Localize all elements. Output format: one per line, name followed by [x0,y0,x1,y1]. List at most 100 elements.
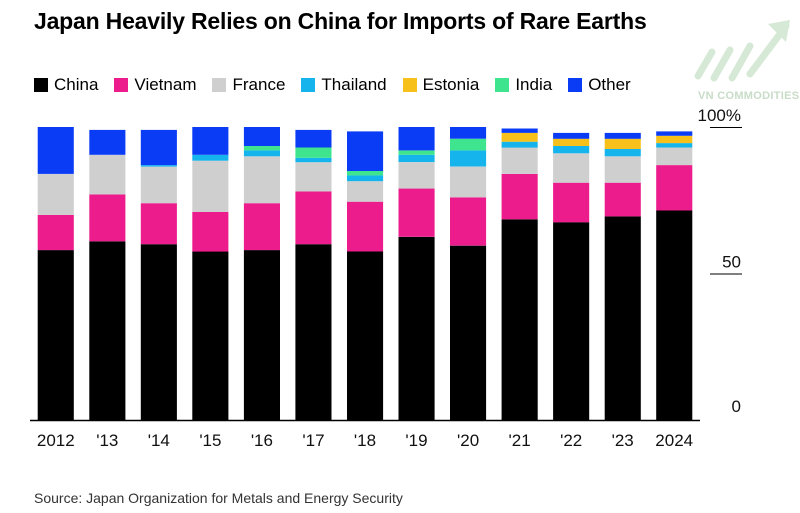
bar-segment-india-6 [347,171,384,176]
bar-segment-france-1 [89,154,126,195]
bar-segment-china-2 [140,244,177,420]
y-tick-label: 0 [732,397,741,416]
bar-segment-france-11 [604,156,641,183]
bar-segment-china-7 [398,236,435,420]
y-tick-label: 50 [722,253,741,272]
bar-segment-vietnam-0 [37,214,74,251]
bar-segment-other-11 [604,132,641,139]
bar-segment-other-4 [243,127,280,146]
bar-segment-other-8 [450,127,487,139]
bar-segment-india-5 [295,147,332,158]
bar-segment-thailand-2 [140,165,177,167]
x-tick-label: 2024 [655,431,693,450]
upward-arrow-logo-icon [694,20,790,82]
bar-segment-france-9 [501,147,538,174]
legend-item-france: France [212,74,285,96]
bar-segment-vietnam-11 [604,182,641,217]
bar-segment-china-5 [295,244,332,420]
bar-segment-china-6 [347,251,384,420]
x-tick-label: '15 [199,431,221,450]
legend-label-vietnam: Vietnam [134,75,197,94]
bar-segment-thailand-10 [553,146,590,154]
legend-swatch-vietnam [114,78,129,92]
bar-segment-thailand-8 [450,150,487,167]
x-tick-label: '17 [302,431,324,450]
legend-item-china: China [34,74,98,96]
bar-segment-estonia-11 [604,138,641,149]
bar-segment-vietnam-12 [656,165,693,211]
bar-segment-china-9 [501,219,538,420]
source-note: Source: Japan Organization for Metals an… [34,490,403,506]
bar-segment-france-12 [656,147,693,166]
bar-segment-france-4 [243,156,280,204]
bar-segment-vietnam-10 [553,182,590,223]
legend-swatch-other [568,78,583,92]
bar-segment-vietnam-2 [140,203,177,245]
bar-segment-india-7 [398,150,435,155]
bar-segment-china-12 [656,210,693,420]
legend-label-thailand: Thailand [321,75,387,94]
chart-legend: China Vietnam France Thailand Estonia In… [34,74,631,96]
legend-item-thailand: Thailand [301,74,387,96]
legend-label-estonia: Estonia [422,75,480,94]
bar-segment-france-10 [553,153,590,183]
legend-item-vietnam: Vietnam [114,74,196,96]
bar-segment-china-3 [192,251,229,420]
x-tick-label: '16 [251,431,273,450]
bar-segment-vietnam-9 [501,173,538,220]
bar-segment-vietnam-8 [450,197,487,246]
bar-segment-other-5 [295,129,332,148]
x-tick-label: '14 [148,431,170,450]
bar-segment-estonia-9 [501,132,538,142]
bar-segment-other-9 [501,128,538,133]
x-tick-label: 2012 [37,431,75,450]
legend-item-india: India [495,74,552,96]
bar-segment-vietnam-5 [295,191,332,245]
legend-swatch-france [212,78,227,92]
y-tick-label: 100% [698,106,741,125]
bar-segment-other-7 [398,127,435,151]
bar-segment-estonia-12 [656,135,693,144]
bar-segment-france-0 [37,173,74,215]
x-tick-label: '20 [457,431,479,450]
bar-segment-other-6 [347,131,384,171]
legend-label-other: Other [588,75,631,94]
legend-label-china: China [54,75,99,94]
legend-label-france: France [232,75,286,94]
bar-segment-china-0 [37,250,74,420]
x-tick-label: '18 [354,431,376,450]
bar-segment-vietnam-3 [192,212,229,252]
legend-label-india: India [515,75,553,94]
legend-swatch-thailand [301,78,316,92]
bar-segment-thailand-3 [192,154,229,161]
bar-segment-other-10 [553,132,590,139]
x-tick-label: '13 [96,431,118,450]
bar-segment-thailand-11 [604,149,641,157]
bar-segment-vietnam-1 [89,194,126,242]
legend-swatch-china [34,78,48,92]
bar-segment-other-2 [140,129,177,166]
bar-segment-france-7 [398,162,435,189]
legend-item-estonia: Estonia [402,74,480,96]
bar-segment-france-2 [140,166,177,204]
bar-segment-china-10 [553,222,590,420]
bar-segment-vietnam-4 [243,203,280,251]
bar-segment-thailand-7 [398,154,435,163]
bar-segment-china-4 [243,250,280,420]
bar-segment-india-8 [450,138,487,151]
bar-segment-estonia-10 [553,138,590,146]
bar-segment-france-3 [192,160,229,212]
bar-segment-thailand-6 [347,175,384,182]
bar-segment-other-1 [89,129,126,155]
bar-segment-china-8 [450,245,487,420]
legend-swatch-india [495,78,510,92]
bar-segment-china-1 [89,241,126,420]
legend-item-other: Other [568,74,631,96]
chart-title: Japan Heavily Relies on China for Import… [34,8,647,34]
x-tick-label: '21 [509,431,531,450]
x-tick-label: '19 [405,431,427,450]
bar-segment-thailand-12 [656,143,693,148]
legend-swatch-estonia [402,78,417,92]
bar-segment-vietnam-7 [398,188,435,237]
